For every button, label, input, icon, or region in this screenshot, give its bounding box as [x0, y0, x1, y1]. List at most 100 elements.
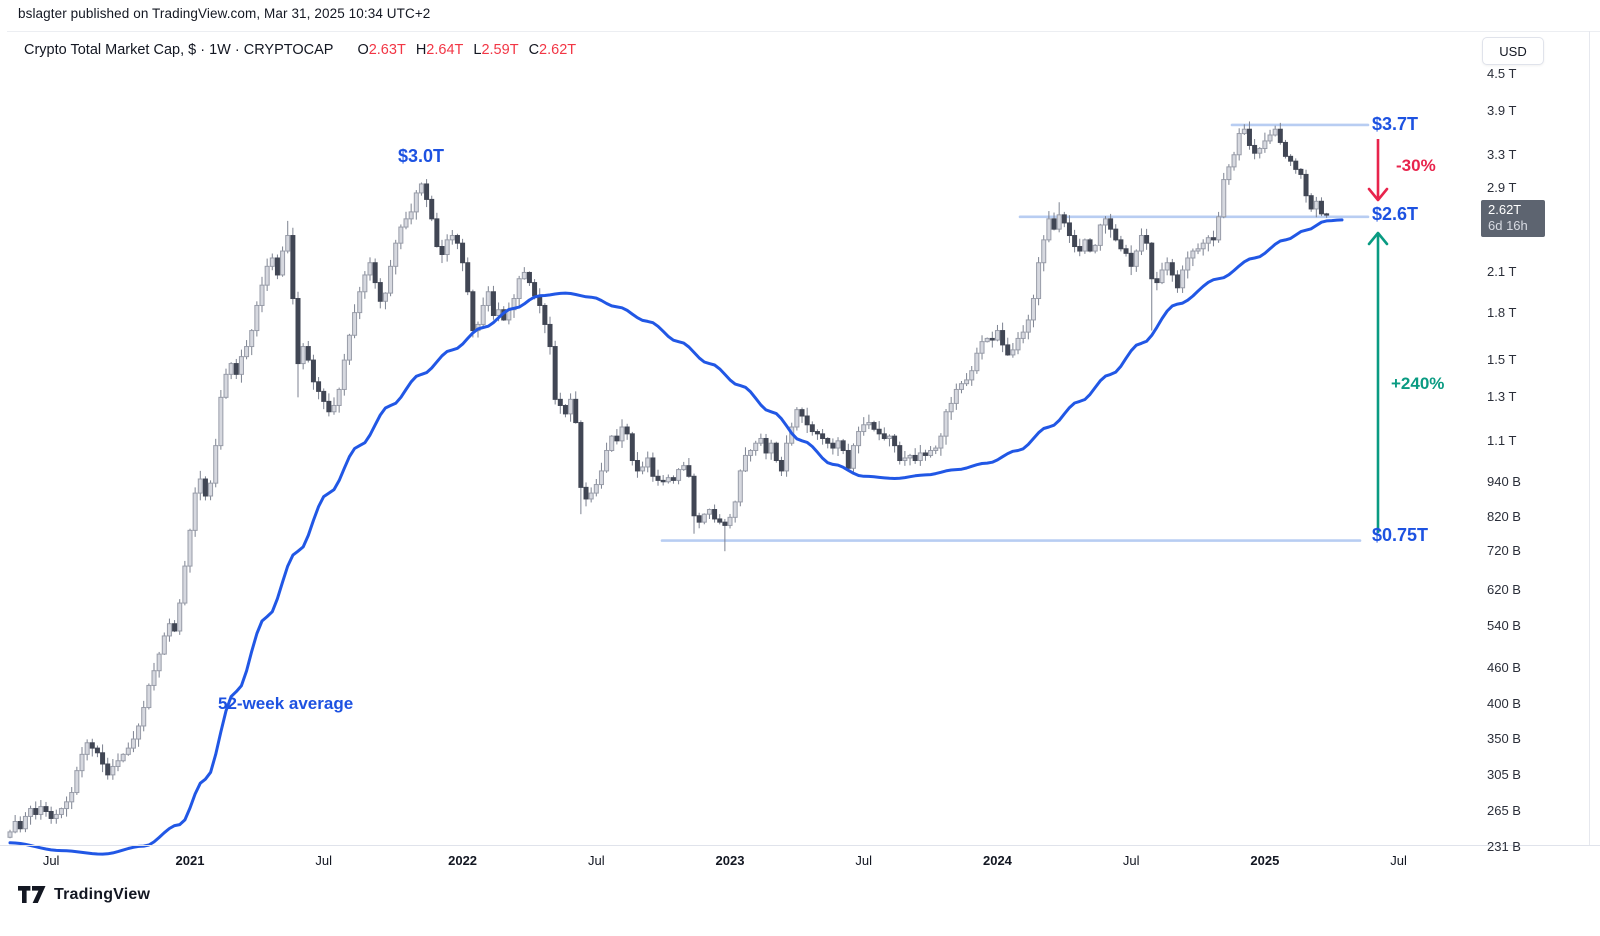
candle: [670, 475, 676, 484]
candle: [454, 233, 460, 250]
candle: [624, 423, 630, 440]
candle: [1108, 213, 1114, 238]
currency-toggle-button[interactable]: USD: [1482, 37, 1544, 65]
candle: [696, 512, 702, 529]
candle: [1030, 294, 1036, 328]
candle: [460, 238, 466, 272]
moving-average-line[interactable]: [8, 218, 1344, 856]
candle: [886, 434, 892, 447]
candle: [984, 337, 990, 343]
candle: [161, 632, 167, 655]
candle: [1200, 239, 1206, 256]
candle: [1293, 158, 1299, 174]
candle: [1046, 211, 1052, 243]
ma-52-week-path[interactable]: [8, 218, 1344, 856]
candle: [691, 473, 697, 534]
candle: [943, 409, 949, 445]
candle: [830, 438, 836, 455]
candle: [480, 297, 486, 327]
candle: [38, 800, 44, 820]
annotation-gain-percent[interactable]: +240%: [1391, 374, 1445, 393]
candle: [434, 212, 440, 248]
ohlc-high-letter: H: [415, 42, 427, 58]
candle: [1164, 257, 1170, 276]
candle: [310, 354, 316, 390]
annotation-resistance-3-7T[interactable]: $3.7T: [1372, 114, 1419, 134]
price-scale-label: 940 B: [1487, 473, 1521, 489]
candle: [835, 437, 841, 456]
candle: [290, 227, 296, 305]
candle: [1005, 337, 1011, 356]
candle: [105, 757, 111, 780]
trend-arrows[interactable]: [1367, 139, 1389, 533]
price-scale-label: 1.8 T: [1487, 304, 1517, 320]
candle: [820, 429, 826, 445]
candle: [609, 435, 615, 452]
candle: [1025, 314, 1031, 340]
candle: [1226, 164, 1232, 185]
symbol-title[interactable]: Crypto Total Market Cap, $ · 1W · CRYPTO…: [24, 42, 334, 58]
candle: [485, 286, 491, 312]
candle: [897, 441, 903, 465]
candle: [1210, 230, 1216, 247]
candle: [784, 435, 790, 477]
candle: [1000, 322, 1006, 353]
candle: [681, 461, 687, 471]
annotation-base-0-75T[interactable]: $0.75T: [1372, 525, 1429, 545]
candle: [141, 700, 147, 732]
candle: [1041, 235, 1047, 272]
time-scale-label: Jul: [315, 853, 333, 868]
candle: [1185, 251, 1191, 279]
up-arrow[interactable]: [1367, 231, 1389, 533]
candle: [686, 458, 692, 478]
ohlc-readout: O2.63T H2.64T L2.59T C2.62T: [347, 42, 576, 58]
candle: [418, 182, 424, 196]
annotation-ma-label[interactable]: 52-week average: [218, 694, 354, 713]
level-lines[interactable]: [660, 123, 1370, 542]
price-scale-label: 305 B: [1487, 766, 1521, 782]
candle: [429, 195, 435, 222]
annotation-support-2-6T[interactable]: $2.6T: [1372, 204, 1419, 224]
time-scale-label: Jul: [855, 853, 873, 868]
price-scale-label: 1.5 T: [1487, 352, 1517, 368]
candle: [928, 446, 934, 458]
candle: [1097, 223, 1103, 251]
candle: [53, 809, 59, 824]
candle: [1190, 248, 1196, 267]
candle: [17, 816, 23, 833]
candle: [1092, 244, 1098, 254]
tradingview-footer[interactable]: TradingView: [18, 885, 150, 904]
annotation-peak-3T[interactable]: $3.0T: [397, 146, 445, 166]
ohlc-low-letter: L: [473, 42, 482, 58]
candle: [989, 331, 995, 348]
candle: [362, 271, 368, 299]
candle: [1169, 258, 1175, 282]
candle: [604, 442, 610, 473]
symbol-legend[interactable]: Crypto Total Market Cap, $ · 1W · CRYPTO…: [24, 42, 576, 58]
price-scale-label: 400 B: [1487, 696, 1521, 712]
candle: [814, 429, 820, 440]
candle: [1138, 228, 1144, 256]
candle: [377, 278, 383, 309]
candle: [424, 179, 430, 208]
candle: [413, 190, 419, 220]
price-scale-divider: [1589, 31, 1590, 845]
candle: [799, 407, 805, 423]
candle: [568, 393, 574, 422]
candle: [295, 291, 301, 398]
candle: [742, 447, 748, 473]
candle: [115, 753, 121, 772]
candle: [511, 294, 517, 318]
candle: [845, 443, 851, 472]
time-scale-label: Jul: [1390, 853, 1407, 868]
annotation-drop-percent[interactable]: -30%: [1396, 156, 1436, 175]
down-arrow[interactable]: [1367, 139, 1389, 202]
candle: [660, 475, 666, 486]
candle: [948, 396, 954, 420]
candle: [64, 796, 70, 817]
candle: [58, 807, 64, 819]
candle: [1262, 132, 1268, 153]
candle: [732, 500, 738, 523]
candle: [573, 391, 579, 424]
